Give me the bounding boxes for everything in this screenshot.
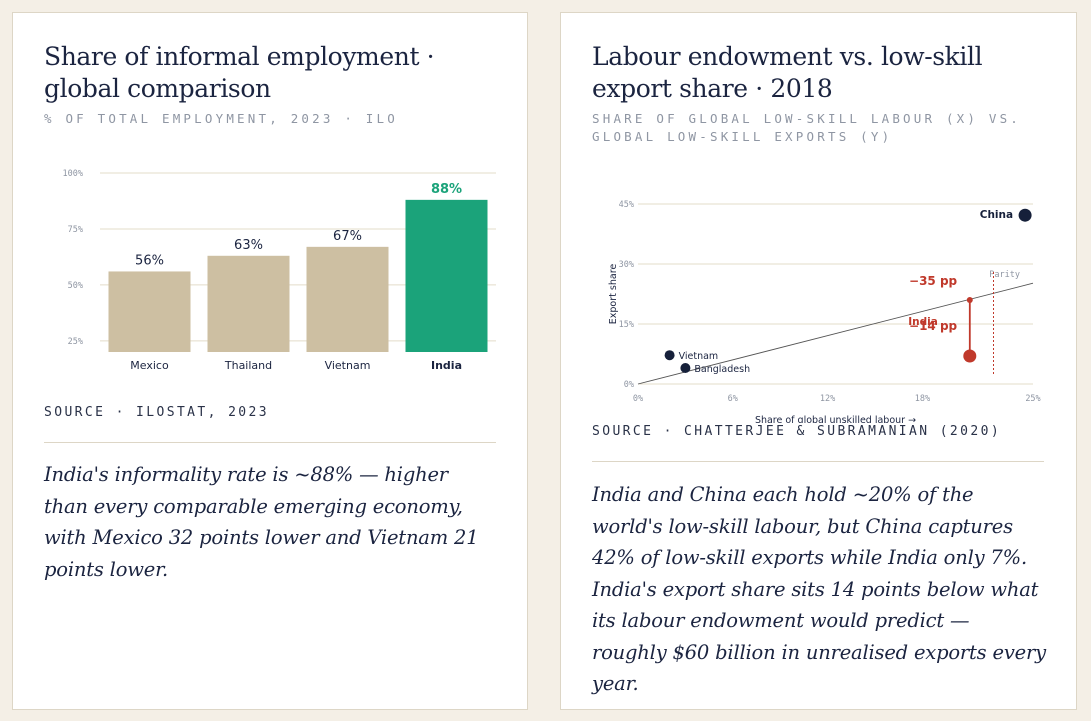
y-tick-label: 75% — [68, 225, 83, 235]
x-tick-label: 0% — [633, 394, 643, 404]
bar-value-label: 88% — [431, 182, 462, 197]
y-tick-label: 25% — [68, 337, 83, 347]
source-note: SOURCE · CHATTERJEE & SUBRAMANIAN (2020) — [592, 424, 1002, 439]
bar-india — [405, 199, 488, 352]
source-note: SOURCE · ILOSTAT, 2023 — [44, 405, 269, 420]
informal-employment-card: Share of informal employment · global co… — [12, 12, 528, 710]
card-subtitle: % OF TOTAL EMPLOYMENT, 2023 · ILO — [44, 111, 398, 126]
card-title-line-2: global comparison — [44, 74, 271, 103]
card-title: Share of informal employment · global co… — [44, 41, 435, 105]
divider — [44, 442, 496, 443]
point-vietnam — [664, 350, 675, 361]
card-subtitle-line-2: GLOBAL LOW-SKILL EXPORTS (Y) — [592, 129, 893, 144]
card-subtitle: SHARE OF GLOBAL LOW-SKILL LABOUR (X) VS.… — [592, 110, 1021, 146]
y-tick-label: 15% — [619, 320, 634, 330]
parity-label: Parity — [989, 270, 1020, 280]
divider — [592, 461, 1044, 462]
point-label: India — [908, 316, 938, 328]
y-tick-label: 100% — [63, 169, 83, 179]
bar-value-label: 56% — [135, 253, 164, 268]
x-tick-label: 18% — [915, 394, 930, 404]
bar-vietnam — [306, 246, 389, 352]
gap-annotation: −14 pp — [909, 319, 958, 333]
y-tick-label: 30% — [619, 260, 634, 270]
bar-value-label: 67% — [333, 229, 362, 244]
x-category-label: Thailand — [224, 359, 272, 372]
y-tick-label: 45% — [619, 200, 634, 210]
scatter-chart: 0% 15% 30% 45% 0% 6% 12% 18% 25% Share of global … — [608, 200, 1041, 423]
point-china — [1018, 208, 1032, 222]
bar-mexico — [108, 271, 191, 352]
bar-value-label: 63% — [234, 238, 263, 253]
bar-chart: 25% 50% 75% 100% 56% Mexico 63% Thailand 67% Viet… — [63, 169, 496, 372]
x-category-label: India — [431, 359, 462, 372]
x-tick-label: 6% — [728, 394, 738, 404]
y-tick-label: 50% — [68, 281, 83, 291]
card-title: Labour endowment vs. low-skill export sh… — [592, 41, 983, 105]
x-category-label: Mexico — [130, 359, 169, 372]
india-expected-point — [966, 297, 973, 303]
y-axis-title: Export share — [608, 264, 619, 325]
point-india — [963, 349, 977, 363]
x-axis-title: Share of global unskilled labour → — [755, 415, 916, 423]
insight-caption: India and China each hold ~20% of the wo… — [592, 483, 1046, 695]
bar-thailand — [207, 255, 290, 352]
card-title-line-1: Labour endowment vs. low-skill — [592, 42, 983, 71]
point-label: China — [980, 209, 1013, 221]
card-title-line-2: export share · 2018 — [592, 74, 833, 103]
labour-endowment-card: Labour endowment vs. low-skill export sh… — [560, 12, 1077, 710]
y-tick-label: 0% — [624, 380, 634, 390]
card-title-line-1: Share of informal employment · — [44, 42, 435, 71]
insight-caption: India's informality rate is ~88% — highe… — [44, 463, 479, 581]
x-category-label: Vietnam — [325, 359, 371, 372]
gap-annotation: −35 pp — [909, 274, 958, 288]
point-label: Vietnam — [679, 351, 719, 362]
card-subtitle-line-1: SHARE OF GLOBAL LOW-SKILL LABOUR (X) VS. — [592, 111, 1022, 126]
point-label: Bangladesh — [694, 364, 750, 375]
x-tick-label: 25% — [1025, 394, 1040, 404]
x-tick-label: 12% — [820, 394, 835, 404]
point-bangladesh — [680, 363, 691, 373]
